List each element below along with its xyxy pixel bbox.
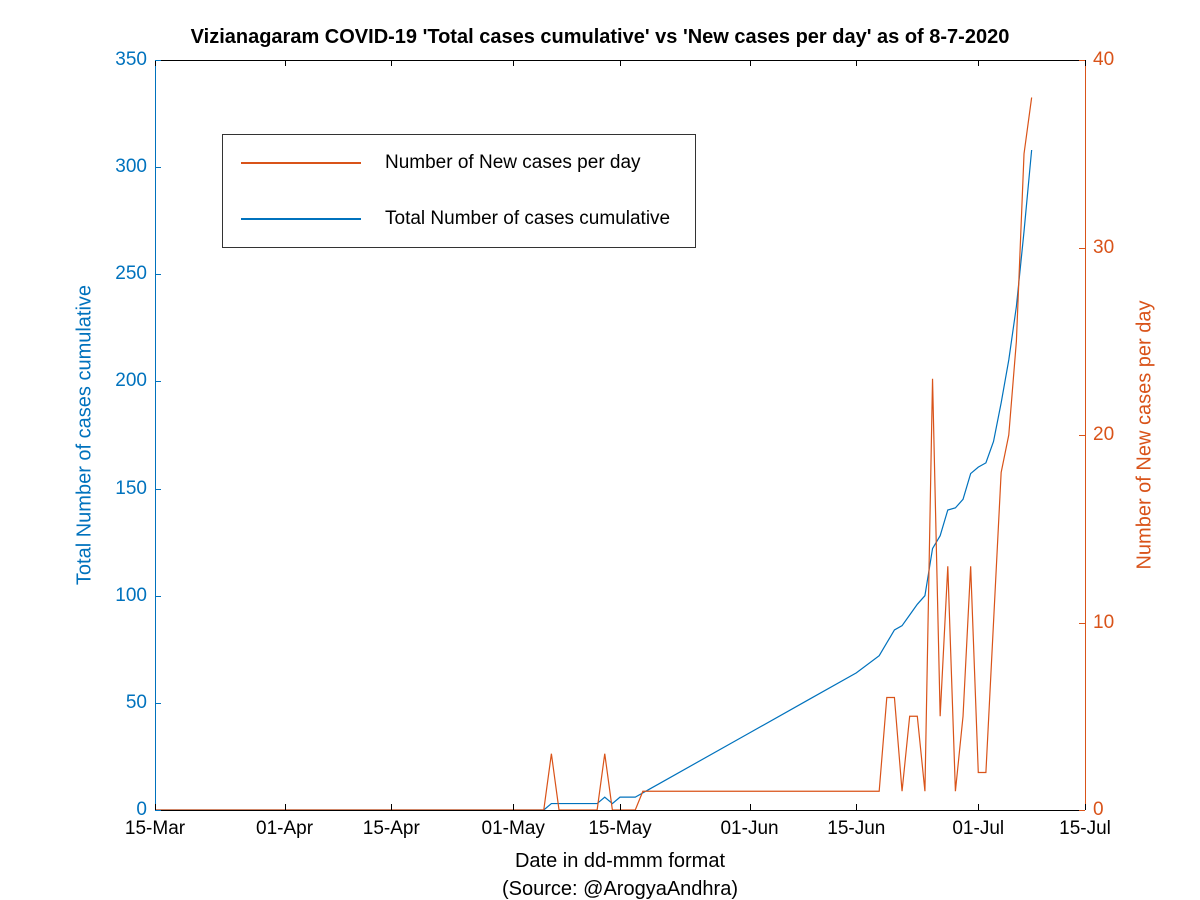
legend-label: Total Number of cases cumulative: [385, 208, 670, 230]
x-axis-sublabel: (Source: @ArogyaAndhra): [155, 878, 1085, 900]
y-left-tick-label: 0: [97, 799, 147, 821]
x-tick-label: 01-May: [473, 818, 553, 840]
y-axis-right-line: [1085, 60, 1086, 810]
legend-row: Number of New cases per day: [241, 152, 641, 174]
legend-swatch: [241, 218, 361, 219]
legend: Number of New cases per day Total Number …: [222, 134, 696, 248]
x-tick-label: 15-Jul: [1045, 818, 1125, 840]
legend-swatch: [241, 162, 361, 163]
x-tick-label: 15-May: [580, 818, 660, 840]
chart-title: Vizianagaram COVID-19 'Total cases cumul…: [0, 26, 1200, 49]
y-right-tick-label: 0: [1093, 799, 1143, 821]
y-left-tick-label: 100: [97, 585, 147, 607]
x-tick-label: 01-Jul: [938, 818, 1018, 840]
y-left-tick-label: 300: [97, 156, 147, 178]
x-tick-label: 15-Mar: [115, 818, 195, 840]
y-left-tick-label: 350: [97, 49, 147, 71]
x-tick-label: 15-Jun: [816, 818, 896, 840]
dual-axis-line-chart: Vizianagaram COVID-19 'Total cases cumul…: [0, 0, 1200, 900]
y-right-tick-label: 40: [1093, 49, 1143, 71]
y-axis-left-label: Total Number of cases cumulative: [74, 285, 97, 585]
x-axis-label: Date in dd-mmm format: [155, 850, 1085, 873]
legend-label: Number of New cases per day: [385, 152, 641, 174]
y-left-tick-label: 150: [97, 478, 147, 500]
series-cumulative-line: [155, 150, 1032, 810]
x-tick-label: 01-Apr: [245, 818, 325, 840]
x-axis-line: [155, 810, 1085, 811]
legend-row: Total Number of cases cumulative: [241, 208, 670, 230]
y-right-tick-label: 20: [1093, 424, 1143, 446]
x-tick-label: 01-Jun: [710, 818, 790, 840]
y-left-tick-label: 250: [97, 263, 147, 285]
y-left-tick-label: 200: [97, 370, 147, 392]
x-tick-label: 15-Apr: [351, 818, 431, 840]
y-right-tick-label: 10: [1093, 612, 1143, 634]
y-right-tick-label: 30: [1093, 237, 1143, 259]
y-axis-left-line: [155, 60, 156, 810]
y-left-tick-label: 50: [97, 692, 147, 714]
